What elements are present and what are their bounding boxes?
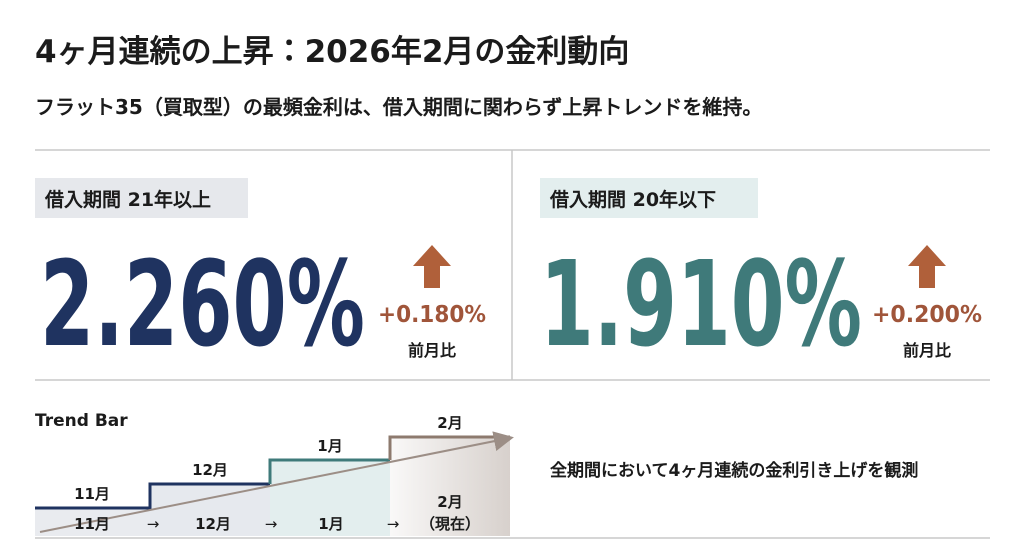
change-label: 前月比	[408, 341, 456, 360]
up-arrow	[413, 245, 451, 288]
title: 4ヶ月連続の上昇：2026年2月の金利動向	[35, 34, 629, 70]
change-label: 前月比	[903, 341, 951, 360]
change: +0.200%	[872, 302, 982, 328]
trend-note: 全期間において4ヶ月連続の金利引き上げを観測	[550, 460, 918, 481]
timeline-label: 11月	[74, 515, 110, 533]
label-box	[35, 178, 248, 218]
label-box	[540, 178, 758, 218]
step	[270, 460, 390, 536]
trend-title: Trend Bar	[35, 411, 128, 431]
step-label: 11月	[74, 485, 110, 503]
rate: 1.910%	[540, 235, 862, 373]
timeline-label: 2月	[437, 493, 462, 511]
panel-label: 借入期間 20年以下	[549, 188, 716, 211]
timeline-current: （現在）	[420, 515, 480, 533]
step-label: 2月	[437, 414, 462, 432]
timeline-label: 1月	[318, 515, 343, 533]
timeline-arrow: →	[265, 515, 278, 533]
up-arrow	[908, 245, 946, 288]
rate: 2.260%	[40, 235, 365, 373]
step	[390, 437, 510, 536]
step-label: 12月	[192, 461, 228, 479]
timeline-arrow: →	[147, 515, 160, 533]
panel-label: 借入期間 21年以上	[44, 188, 211, 211]
trend-arrow	[39, 431, 514, 533]
step-line	[388, 435, 510, 460]
step-line	[35, 482, 270, 510]
timeline-arrow: →	[387, 515, 400, 533]
step-line	[268, 458, 390, 484]
timeline-label: 12月	[195, 515, 231, 533]
change: +0.180%	[378, 302, 486, 328]
step	[150, 484, 270, 536]
subtitle: フラット35（買取型）の最頻金利は、借入期間に関わらず上昇トレンドを維持。	[35, 95, 762, 119]
step-label: 1月	[317, 437, 342, 455]
